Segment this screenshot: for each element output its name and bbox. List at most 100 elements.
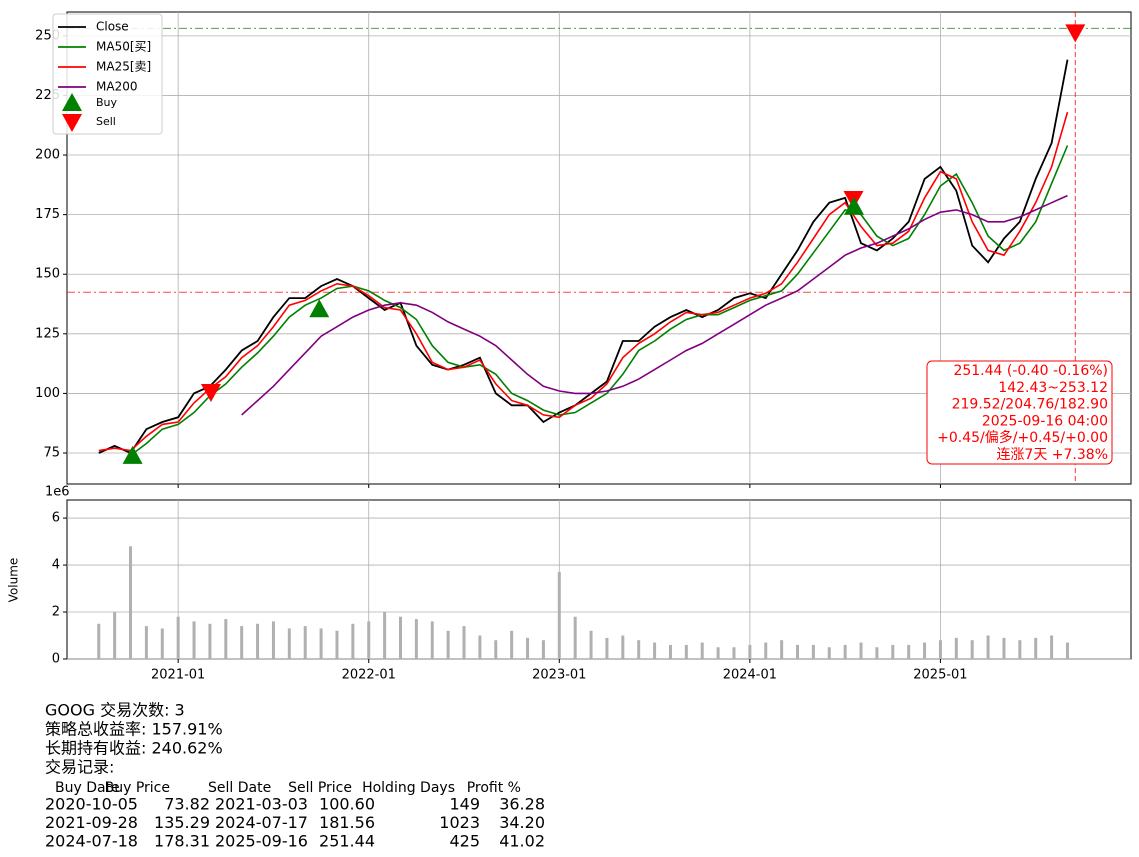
volume-bar: [129, 546, 133, 659]
annotation-line: 2025-09-16 04:00: [982, 413, 1108, 429]
volume-bar: [621, 635, 625, 659]
volume-bar: [764, 642, 768, 659]
sell-marker: [1065, 24, 1086, 43]
table-cell: 181.56: [319, 813, 375, 832]
volume-bar: [875, 647, 879, 659]
y-tick-label: 200: [35, 148, 60, 163]
volume-bar: [208, 623, 212, 659]
volume-bar: [843, 644, 847, 659]
table-cell: 2021-03-03: [215, 795, 308, 814]
volume-bar: [256, 623, 260, 659]
series-line: [98, 59, 1069, 455]
annotation-box: [926, 360, 1113, 465]
table-cell: 2025-09-16: [215, 832, 308, 851]
volume-bar: [144, 626, 148, 659]
legend-label: MA200: [96, 80, 137, 94]
volume-bar: [367, 621, 371, 659]
volume-bar: [653, 642, 657, 659]
y-tick-label: 100: [35, 386, 60, 401]
series-line: [241, 194, 1068, 416]
y-tick-label: 125: [35, 326, 60, 341]
volume-bar: [113, 612, 117, 659]
x-tick-label: 2024-01: [723, 668, 777, 683]
table-cell: 36.28: [499, 795, 545, 814]
volume-bar: [271, 621, 275, 659]
volume-bar: [541, 640, 545, 659]
table-cell: 100.60: [319, 795, 375, 814]
volume-bar: [1018, 640, 1022, 659]
volume-bar: [160, 628, 164, 659]
volume-bar: [1034, 637, 1038, 659]
x-tick-label: 2021-01: [151, 668, 205, 683]
volume-bar: [748, 644, 752, 659]
volume-bar: [351, 623, 355, 659]
annotation-line: 251.44 (-0.40 -0.16%): [953, 363, 1108, 379]
volume-bar: [986, 635, 990, 659]
y-tick-label: 150: [35, 267, 60, 282]
table-cell: 2021-09-28: [45, 813, 138, 832]
x-tick-label: 2025-01: [913, 668, 967, 683]
volume-bar: [1050, 635, 1054, 659]
table-header: Sell Date: [208, 780, 271, 796]
y-tick-label: 75: [43, 446, 60, 461]
offset-label: 1e6: [45, 485, 70, 500]
volume-bar: [398, 616, 402, 659]
volume-bar: [319, 628, 323, 659]
volume-bar: [891, 644, 895, 659]
volume-bar: [589, 630, 593, 659]
summary-line: 策略总收益率: 157.91%: [45, 720, 223, 739]
table-cell: 2024-07-18: [45, 832, 138, 851]
table-cell: 2020-10-05: [45, 795, 138, 814]
table-cell: 2024-07-17: [215, 813, 308, 832]
volume-bar: [224, 619, 228, 659]
volume-bar: [510, 630, 514, 659]
volume-bar: [938, 640, 942, 659]
volume-bar: [430, 621, 434, 659]
series-line: [130, 145, 1069, 457]
volume-bar: [557, 572, 561, 659]
volume-bar: [684, 644, 688, 659]
table-cell: 425: [449, 832, 480, 851]
x-tick-label: 2022-01: [342, 668, 396, 683]
legend-swatch: [62, 93, 82, 111]
volume-bar: [240, 626, 244, 659]
volume-bar: [303, 626, 307, 659]
volume-bar: [383, 612, 387, 659]
volume-bar: [637, 640, 641, 659]
volume-bar: [573, 616, 577, 659]
legend-label: MA25[卖]: [96, 60, 151, 74]
table-header: Buy Date: [55, 780, 120, 796]
volume-bar: [668, 644, 672, 659]
table-header: Buy Price: [105, 780, 170, 796]
volume-bar: [970, 640, 974, 659]
x-tick-label: 2023-01: [532, 668, 586, 683]
volume-bar: [1002, 637, 1006, 659]
volume-bar: [716, 647, 720, 659]
volume-bar: [478, 635, 482, 659]
legend-swatch: [62, 114, 82, 132]
legend-label: Close: [96, 20, 129, 34]
table-cell: 135.29: [154, 813, 210, 832]
legend-label: Buy: [96, 96, 118, 109]
series-line: [98, 111, 1069, 452]
y-tick-label: 0: [52, 652, 60, 667]
table-cell: 41.02: [499, 832, 545, 851]
volume-bar: [907, 644, 911, 659]
annotation-line: +0.45/偏多/+0.45/+0.00: [937, 429, 1108, 446]
volume-bar: [923, 642, 927, 659]
volume-bar: [192, 621, 196, 659]
y-tick-label: 4: [52, 558, 60, 573]
summary-line: 交易记录:: [45, 758, 114, 777]
volume-bar: [859, 642, 863, 659]
summary-line: 长期持有收益: 240.62%: [45, 739, 223, 758]
volume-bar: [796, 644, 800, 659]
annotation-line: 219.52/204.76/182.90: [952, 397, 1108, 413]
volume-bar: [700, 642, 704, 659]
volume-bar: [1065, 642, 1069, 659]
buy-marker: [844, 196, 865, 215]
table-cell: 178.31: [154, 832, 210, 851]
table-header: Holding Days: [362, 780, 455, 796]
table-cell: 34.20: [499, 813, 545, 832]
volume-bar: [526, 637, 530, 659]
legend-label: MA50[买]: [96, 40, 151, 54]
